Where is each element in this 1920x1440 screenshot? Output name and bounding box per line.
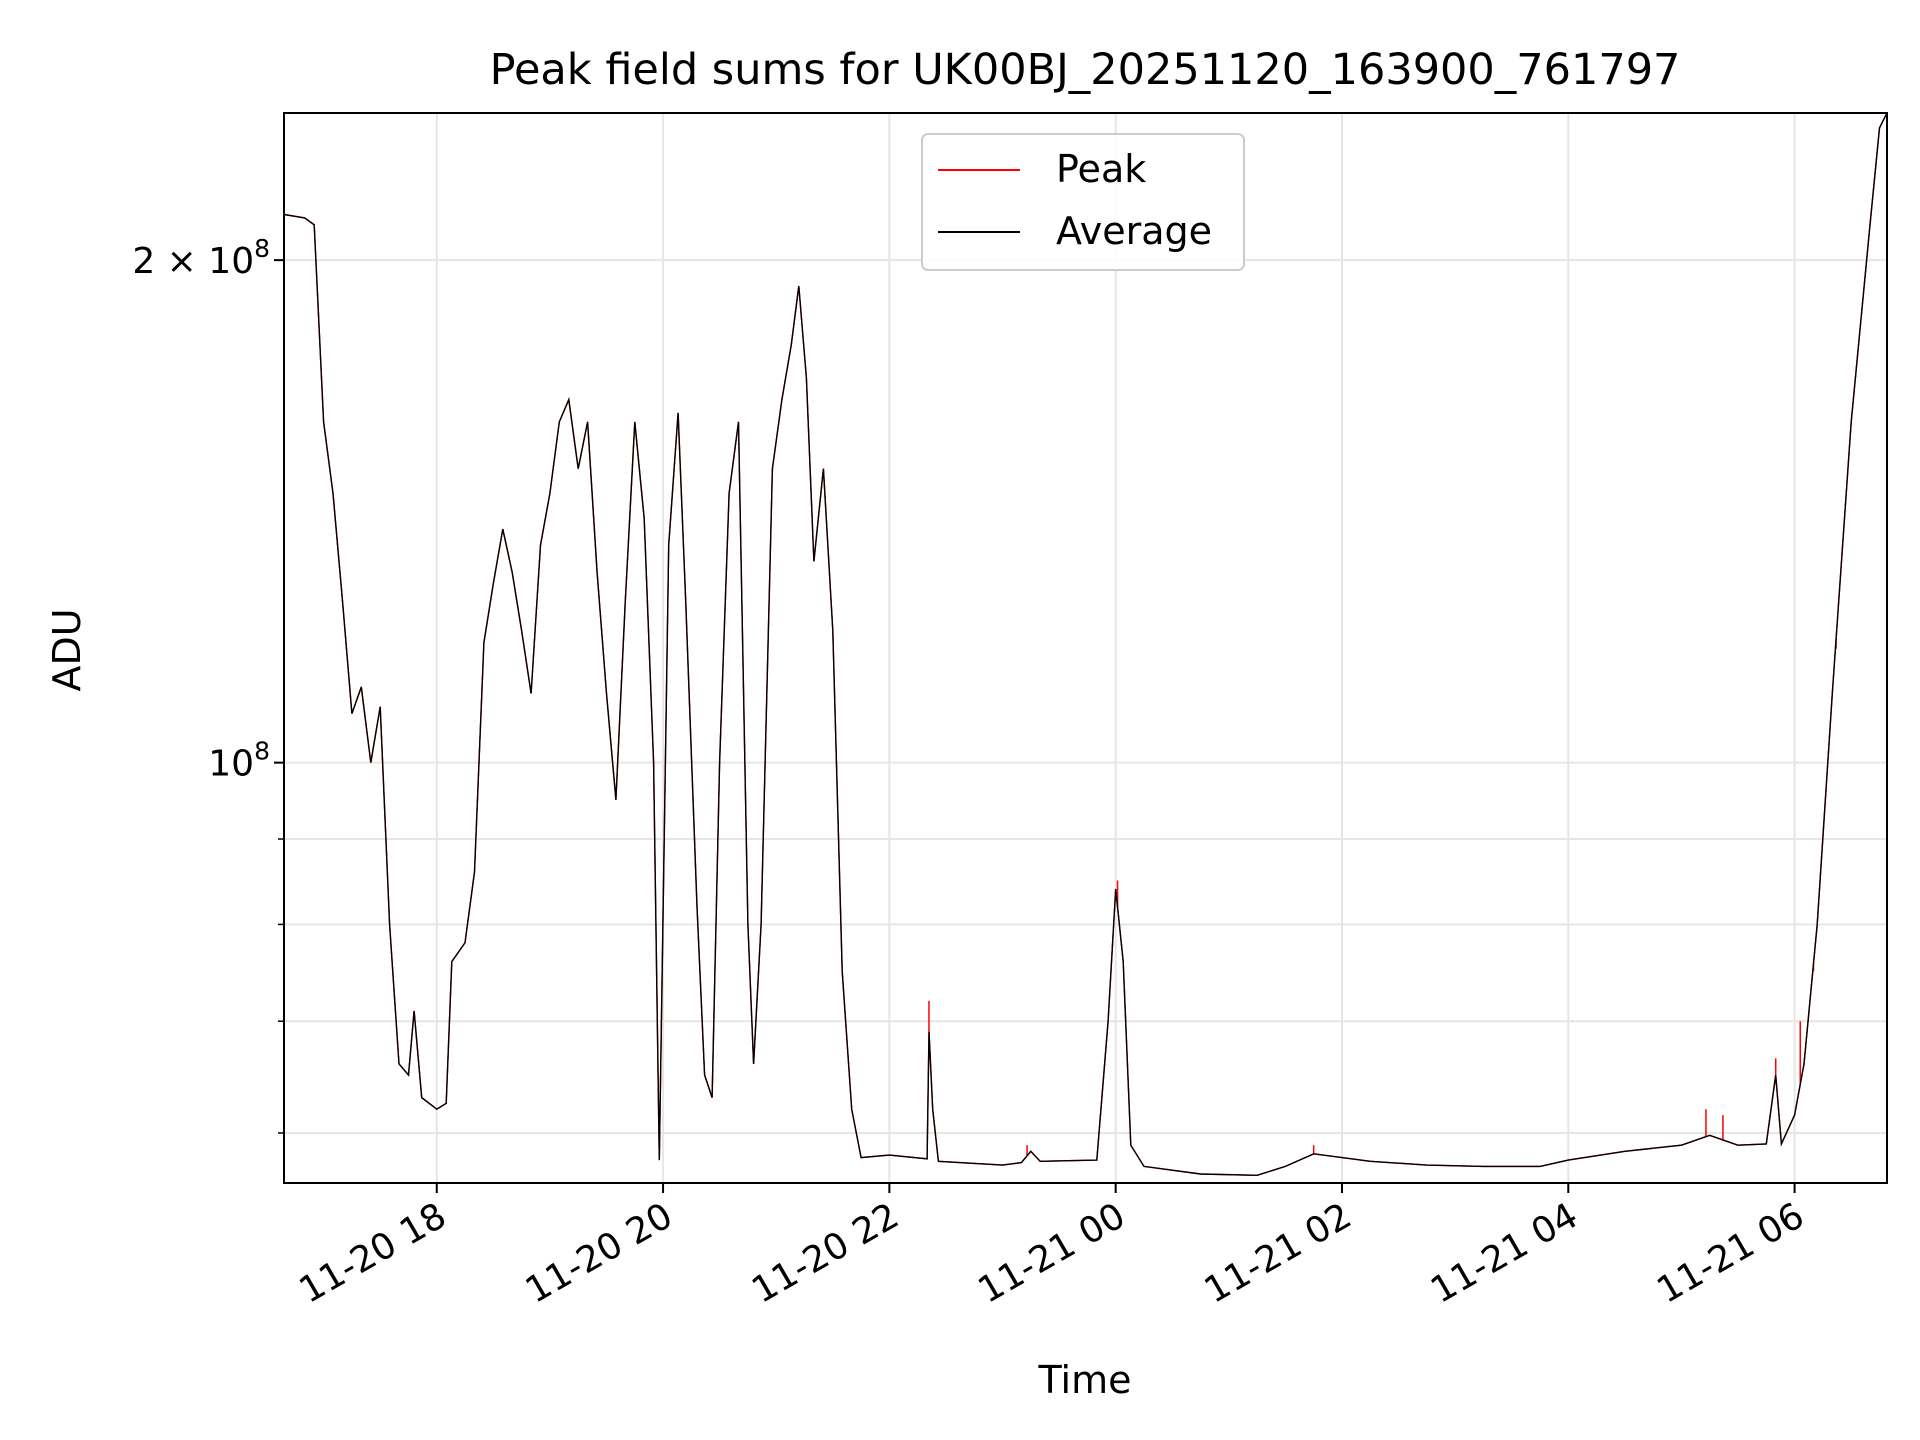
y-axis-ticks: 108 2 × 108: [132, 234, 284, 1134]
x-tick-label: 11-21 04: [1424, 1195, 1585, 1311]
x-tick-label: 11-21 06: [1650, 1195, 1811, 1311]
legend-label-peak: Peak: [1056, 147, 1146, 191]
legend: Peak Average: [921, 133, 1245, 271]
chart-title: Peak field sums for UK00BJ_20251120_1639…: [490, 45, 1681, 95]
y-tick-label: 2 × 108: [132, 234, 270, 282]
x-axis-ticks: 11-20 18 11-20 20 11-20 22 11-21 00 11-21 02…: [293, 1183, 1811, 1312]
x-tick-label: 11-20 22: [745, 1195, 906, 1311]
x-tick-label: 11-21 02: [1198, 1195, 1359, 1311]
series-line-average: [284, 113, 1887, 1177]
y-tick-label: 108: [208, 737, 270, 785]
x-tick-label: 11-20 18: [293, 1195, 454, 1311]
y-axis-label: ADU: [45, 608, 89, 691]
plot-frame: [283, 112, 1888, 1184]
x-axis-label: Time: [1038, 1358, 1132, 1402]
x-tick-label: 11-20 20: [519, 1195, 680, 1311]
x-tick-label: 11-21 00: [971, 1195, 1132, 1311]
legend-box: [921, 133, 1245, 271]
series-layer: [284, 113, 1887, 1177]
series-line-peak: [284, 113, 1887, 1177]
legend-label-average: Average: [1056, 209, 1212, 253]
